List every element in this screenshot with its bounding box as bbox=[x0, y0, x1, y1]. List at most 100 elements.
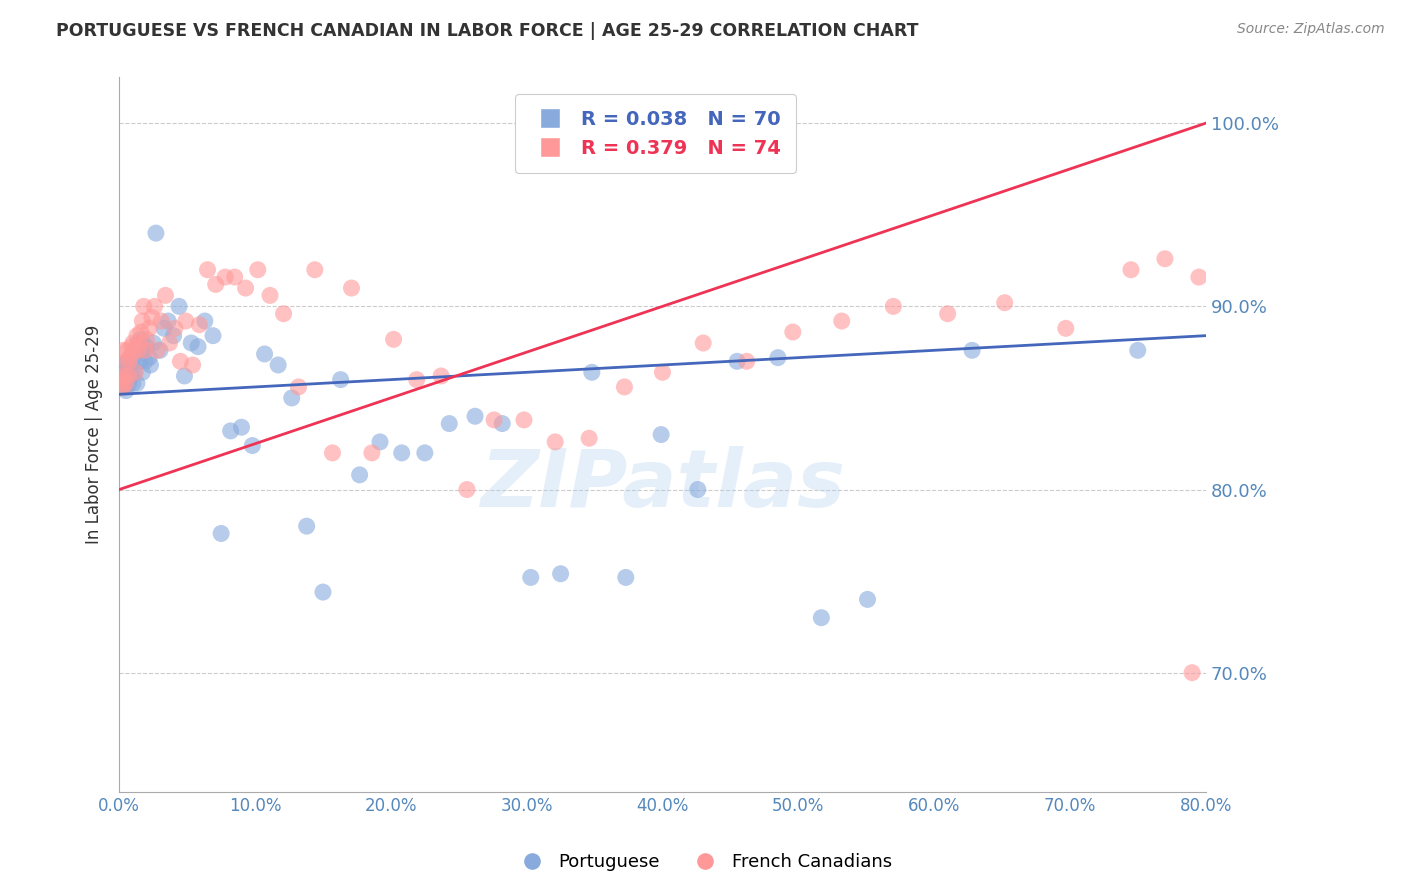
Point bbox=[121, 368, 143, 383]
Point bbox=[578, 431, 600, 445]
Point bbox=[180, 336, 202, 351]
Point bbox=[513, 413, 536, 427]
Point bbox=[464, 409, 486, 424]
Point bbox=[127, 336, 149, 351]
Point bbox=[321, 446, 343, 460]
Point bbox=[135, 332, 157, 346]
Point bbox=[118, 368, 141, 383]
Point bbox=[209, 526, 232, 541]
Point bbox=[519, 570, 541, 584]
Point bbox=[231, 420, 253, 434]
Legend: Portuguese, French Canadians: Portuguese, French Canadians bbox=[506, 847, 900, 879]
Point bbox=[138, 351, 160, 365]
Point bbox=[121, 354, 143, 368]
Point bbox=[273, 307, 295, 321]
Point bbox=[1249, 702, 1271, 716]
Point bbox=[280, 391, 302, 405]
Point bbox=[725, 354, 748, 368]
Point bbox=[121, 340, 143, 354]
Point bbox=[134, 354, 156, 368]
Point bbox=[482, 413, 505, 427]
Point bbox=[124, 343, 146, 358]
Point bbox=[132, 343, 155, 358]
Point bbox=[686, 483, 709, 497]
Point bbox=[253, 347, 276, 361]
Point bbox=[240, 439, 263, 453]
Point bbox=[139, 358, 162, 372]
Point bbox=[856, 592, 879, 607]
Point bbox=[692, 336, 714, 351]
Point bbox=[259, 288, 281, 302]
Point bbox=[382, 332, 405, 346]
Point bbox=[456, 483, 478, 497]
Point bbox=[131, 365, 153, 379]
Point bbox=[163, 321, 186, 335]
Point bbox=[235, 281, 257, 295]
Point bbox=[295, 519, 318, 533]
Point bbox=[112, 365, 135, 379]
Point bbox=[439, 417, 461, 431]
Point bbox=[181, 358, 204, 372]
Point bbox=[246, 262, 269, 277]
Point bbox=[121, 336, 143, 351]
Point bbox=[214, 270, 236, 285]
Point bbox=[114, 367, 136, 381]
Point bbox=[115, 384, 138, 398]
Point bbox=[157, 314, 180, 328]
Point bbox=[1054, 321, 1077, 335]
Point bbox=[360, 446, 382, 460]
Point bbox=[405, 373, 427, 387]
Point bbox=[135, 340, 157, 354]
Point bbox=[544, 434, 567, 449]
Point bbox=[153, 321, 176, 335]
Point bbox=[174, 314, 197, 328]
Point bbox=[1208, 244, 1230, 259]
Point bbox=[167, 299, 190, 313]
Point bbox=[173, 368, 195, 383]
Point bbox=[115, 368, 138, 383]
Point bbox=[651, 365, 673, 379]
Point bbox=[159, 336, 181, 351]
Point bbox=[143, 299, 166, 313]
Point bbox=[112, 343, 135, 358]
Point bbox=[391, 446, 413, 460]
Point bbox=[118, 376, 141, 391]
Point bbox=[194, 314, 217, 328]
Point bbox=[766, 351, 789, 365]
Point bbox=[1229, 226, 1251, 240]
Point bbox=[1119, 262, 1142, 277]
Point bbox=[141, 310, 163, 325]
Point bbox=[613, 380, 636, 394]
Point bbox=[131, 314, 153, 328]
Point bbox=[122, 343, 145, 358]
Point bbox=[138, 321, 160, 335]
Point bbox=[111, 373, 134, 387]
Point bbox=[735, 354, 758, 368]
Point bbox=[115, 354, 138, 368]
Point bbox=[782, 325, 804, 339]
Y-axis label: In Labor Force | Age 25-29: In Labor Force | Age 25-29 bbox=[86, 325, 103, 544]
Point bbox=[112, 380, 135, 394]
Point bbox=[1188, 270, 1211, 285]
Point bbox=[142, 336, 165, 351]
Point bbox=[128, 336, 150, 351]
Text: Source: ZipAtlas.com: Source: ZipAtlas.com bbox=[1237, 22, 1385, 37]
Point bbox=[197, 262, 219, 277]
Point bbox=[120, 351, 142, 365]
Point bbox=[118, 354, 141, 368]
Point bbox=[155, 288, 177, 302]
Point bbox=[125, 376, 148, 391]
Point bbox=[112, 376, 135, 391]
Point bbox=[994, 295, 1017, 310]
Point bbox=[124, 365, 146, 379]
Point bbox=[122, 365, 145, 379]
Point bbox=[329, 373, 352, 387]
Point bbox=[1126, 343, 1149, 358]
Point bbox=[117, 354, 139, 368]
Point bbox=[115, 376, 138, 391]
Point bbox=[128, 354, 150, 368]
Text: ZIPatlas: ZIPatlas bbox=[479, 446, 845, 524]
Point bbox=[145, 226, 167, 240]
Point bbox=[146, 343, 169, 358]
Point bbox=[111, 368, 134, 383]
